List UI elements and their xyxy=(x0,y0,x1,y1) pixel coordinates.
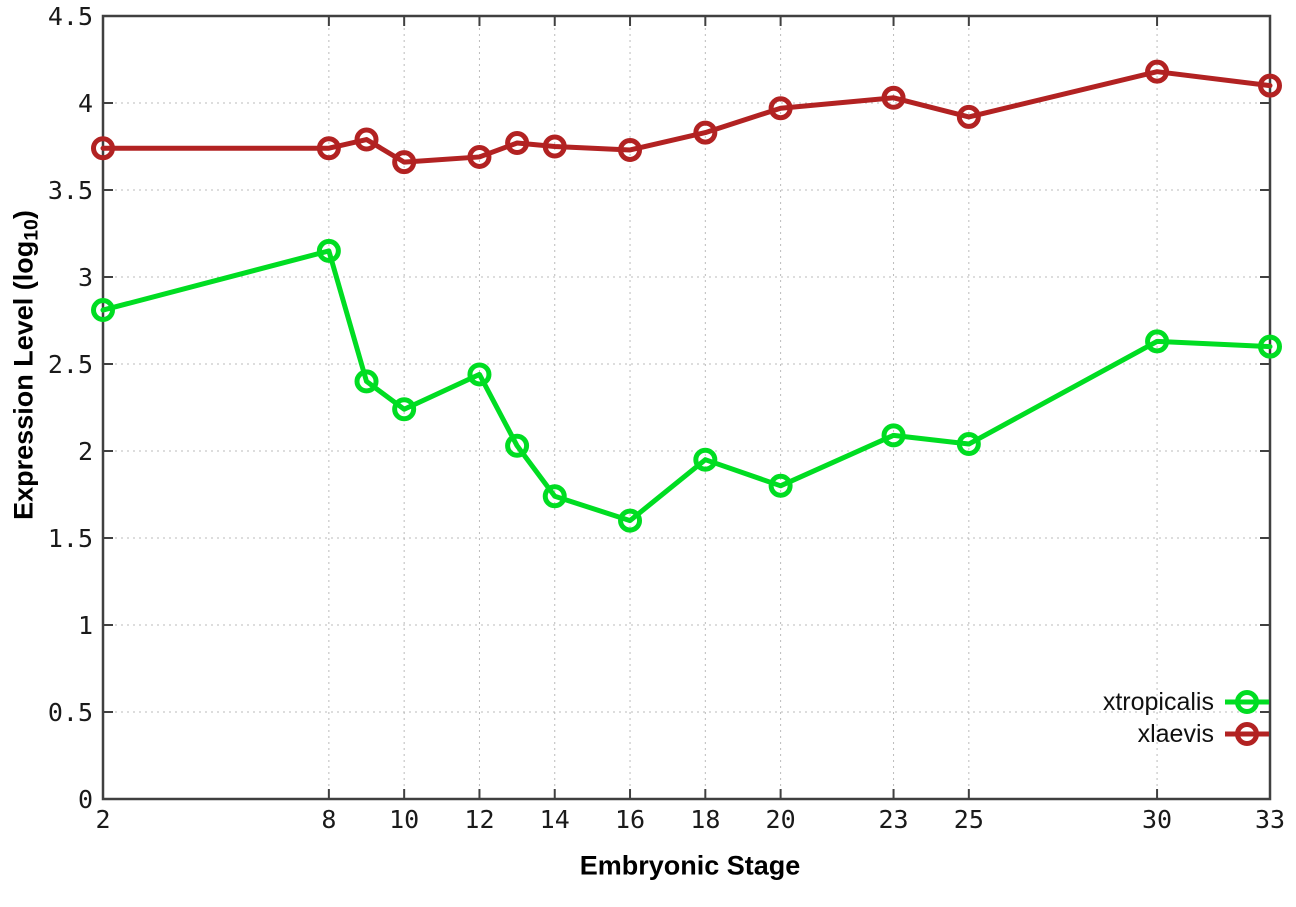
x-axis-title: Embryonic Stage xyxy=(579,850,801,881)
data-point-xlaevis xyxy=(1145,59,1170,84)
x-tick-label: 10 xyxy=(389,805,419,834)
data-point-xlaevis xyxy=(505,131,530,156)
y-tick-label: 1 xyxy=(78,611,93,640)
data-point-xlaevis xyxy=(542,134,567,159)
data-point-xlaevis xyxy=(354,127,379,152)
data-point-xlaevis xyxy=(316,136,341,161)
data-point-xtropicalis xyxy=(392,397,417,422)
data-point-xlaevis xyxy=(1258,73,1282,98)
data-point-xtropicalis xyxy=(542,484,567,509)
data-point-xtropicalis xyxy=(693,447,718,472)
data-point-xtropicalis xyxy=(91,298,115,323)
data-point-xtropicalis xyxy=(316,238,341,263)
xlaevis-series-marker-icon xyxy=(1225,722,1269,746)
x-tick-label: 8 xyxy=(321,805,336,834)
y-axis-title-subscript: 10 xyxy=(20,219,43,241)
x-tick-label: 14 xyxy=(540,805,570,834)
y-tick-label: 3.5 xyxy=(48,176,93,205)
legend-item-xlaevis: xlaevis xyxy=(1138,718,1270,750)
data-point-xtropicalis xyxy=(467,362,492,387)
x-tick-label: 12 xyxy=(464,805,494,834)
data-point-xtropicalis xyxy=(956,432,981,457)
data-point-xtropicalis xyxy=(505,433,530,458)
legend-label: xlaevis xyxy=(1137,719,1214,748)
y-tick-label: 2 xyxy=(78,437,93,466)
data-point-xtropicalis xyxy=(354,369,379,394)
plot-border xyxy=(101,14,1272,801)
y-tick-label: 4.5 xyxy=(48,2,93,31)
data-point-xlaevis xyxy=(91,136,115,161)
data-point-xlaevis xyxy=(881,85,906,110)
xtropicalis-series-marker-icon xyxy=(1225,690,1269,714)
x-tick-label: 23 xyxy=(878,805,908,834)
data-point-xlaevis xyxy=(467,144,492,169)
x-tick-label: 25 xyxy=(954,805,984,834)
series-line-xtropicalis xyxy=(100,248,1273,524)
series-line-xlaevis xyxy=(100,69,1273,165)
x-tick-label: 30 xyxy=(1142,805,1172,834)
data-point-xtropicalis xyxy=(618,508,643,533)
y-axis-title-text: Expression Level (log xyxy=(8,240,39,520)
x-tick-label: 16 xyxy=(615,805,645,834)
y-tick-label: 1.5 xyxy=(48,524,93,553)
y-tick-label: 4 xyxy=(78,89,93,118)
data-point-xlaevis xyxy=(956,104,981,129)
data-point-xtropicalis xyxy=(768,473,793,498)
y-tick-label: 2.5 xyxy=(48,350,93,379)
legend-label: xtropicalis xyxy=(1102,687,1214,716)
data-point-xlaevis xyxy=(618,137,643,162)
x-tick-label: 18 xyxy=(690,805,720,834)
y-tick-label: 0 xyxy=(78,785,93,814)
x-tick-label: 20 xyxy=(766,805,796,834)
x-tick-label: 33 xyxy=(1255,805,1285,834)
legend-item-xtropicalis: xtropicalis xyxy=(1103,686,1270,718)
data-point-xtropicalis xyxy=(881,423,906,448)
y-tick-label: 0.5 xyxy=(48,698,93,727)
legend: xtropicalis xlaevis xyxy=(1103,686,1270,750)
data-point-xtropicalis xyxy=(1145,329,1170,354)
x-tick-label: 2 xyxy=(95,805,110,834)
data-point-xlaevis xyxy=(392,150,417,175)
y-axis-title: Expression Level (log10) xyxy=(9,210,44,520)
data-point-xlaevis xyxy=(693,120,718,145)
y-axis-title-close: ) xyxy=(8,210,39,220)
data-point-xlaevis xyxy=(768,96,793,121)
data-point-xtropicalis xyxy=(1258,334,1282,359)
y-tick-label: 3 xyxy=(78,263,93,292)
